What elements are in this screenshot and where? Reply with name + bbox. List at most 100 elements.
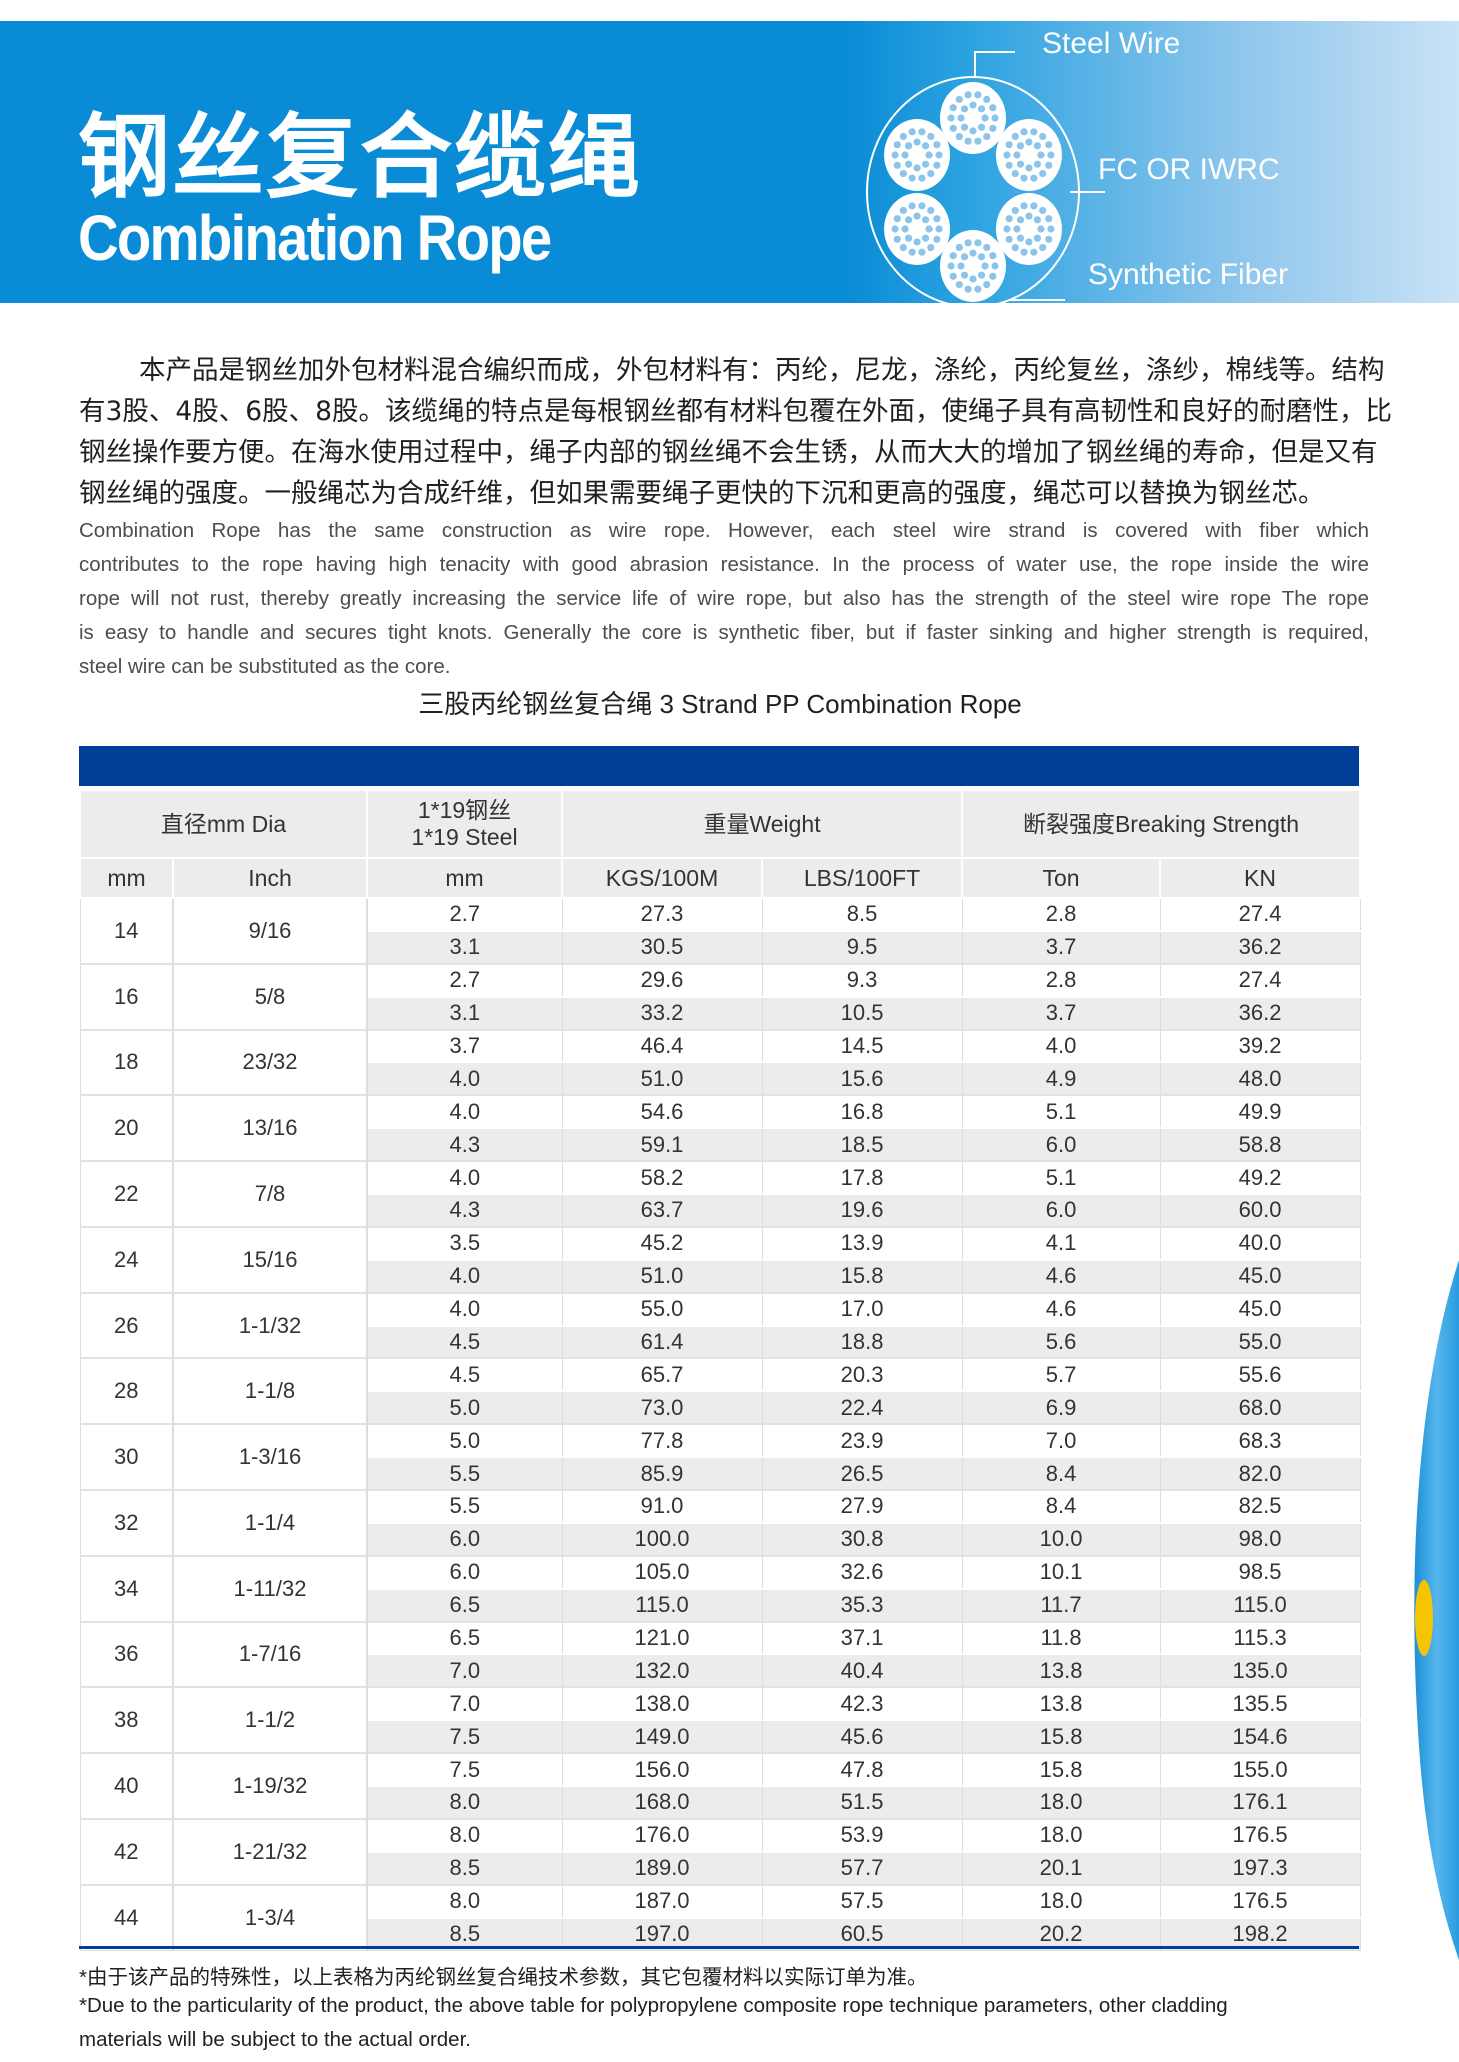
steel-mm-cell: 6.0: [366, 1521, 563, 1557]
wire: [1025, 164, 1033, 172]
table-row: 20 13/16 4.0 54.6 16.8 5.1 49.9: [79, 1094, 1361, 1162]
ton-cell: 2.8: [961, 897, 1161, 932]
dia-inch: 1-3/4: [172, 1883, 369, 1951]
wire: [949, 104, 957, 112]
kgs-100m-cell: 189.0: [561, 1850, 763, 1886]
wire: [977, 123, 986, 131]
kn-cell: 36.2: [1159, 929, 1361, 965]
table-row: 26 1-1/32 4.0 55.0 17.0 4.6 45.0: [79, 1291, 1361, 1359]
wire: [1045, 161, 1053, 169]
description: 本产品是钢丝加外包材料混合编织而成，外包材料有：丙纶，尼龙，涤纶，丙纶复丝，涤纱…: [79, 350, 1392, 720]
wire: [974, 137, 982, 145]
description-cn-line: 本产品是钢丝加外包材料混合编织而成，外包材料有：丙纶，尼龙，涤纶，丙纶复丝，涤纱…: [139, 355, 1385, 386]
lbs-100ft-cell: 23.9: [761, 1423, 963, 1458]
wire: [981, 114, 989, 122]
ton-cell: 3.7: [961, 929, 1161, 965]
kn-cell: 36.2: [1159, 995, 1361, 1031]
dia-mm: 16: [79, 962, 174, 1031]
wire: [921, 142, 930, 150]
wire: [1037, 225, 1045, 233]
wire: [913, 138, 921, 146]
steel-mm-cell: 4.0: [366, 1160, 563, 1195]
wire: [1013, 151, 1021, 159]
dia-mm: 34: [79, 1554, 174, 1623]
kn-cell: 58.8: [1159, 1127, 1361, 1162]
ton-cell: 20.2: [961, 1916, 1161, 1951]
kn-cell: 155.0: [1159, 1752, 1361, 1787]
wire: [1033, 234, 1042, 242]
ton-cell: 4.6: [961, 1258, 1161, 1294]
footnote-en-line2: materials will be subject to the actual …: [79, 2028, 471, 2051]
header-steel-cn: 1*19钢丝: [417, 797, 512, 823]
ton-cell: 15.8: [961, 1719, 1161, 1754]
header-strength: 断裂强度Breaking Strength: [961, 789, 1362, 859]
lbs-100ft-cell: 14.5: [761, 1028, 963, 1063]
unit-header: KGS/100M: [561, 857, 764, 899]
ton-cell: 5.1: [961, 1094, 1161, 1129]
wire: [921, 216, 930, 224]
dia-inch: 1-1/2: [172, 1686, 369, 1754]
wire: [927, 169, 935, 178]
ton-cell: 18.0: [961, 1785, 1161, 1820]
kn-cell: 98.5: [1159, 1554, 1361, 1590]
wire: [1016, 160, 1025, 168]
steel-mm-cell: 6.5: [366, 1620, 563, 1655]
table-row: 8.5 197.0 60.5 20.2 198.2: [80, 1916, 1361, 1951]
wire: [1045, 141, 1053, 149]
wire: [1011, 206, 1019, 215]
kn-cell: 39.2: [1159, 1028, 1361, 1063]
lbs-100ft-cell: 40.4: [761, 1653, 963, 1688]
wire: [899, 132, 907, 141]
kn-cell: 40.0: [1159, 1225, 1361, 1261]
dia-mm: 26: [79, 1291, 174, 1359]
ton-cell: 3.7: [961, 995, 1161, 1031]
wire: [1011, 169, 1019, 178]
steel-mm-cell: 5.5: [366, 1456, 563, 1491]
dia-mm: 36: [79, 1620, 174, 1688]
kn-cell: 82.5: [1159, 1489, 1361, 1524]
steel-mm-cell: 3.5: [366, 1225, 563, 1261]
label-synthetic-fiber: Synthetic Fiber: [1088, 258, 1289, 291]
steel-mm-cell: 3.1: [366, 995, 563, 1031]
steel-mm-cell: 4.0: [366, 1094, 563, 1129]
wire: [977, 253, 986, 261]
wire: [1039, 132, 1047, 141]
wire: [1005, 161, 1013, 169]
wire: [960, 123, 969, 131]
wire: [1033, 216, 1042, 224]
wire: [957, 114, 965, 122]
wire: [1013, 225, 1021, 233]
steel-mm-cell: 6.0: [366, 1554, 563, 1590]
wire: [921, 234, 930, 242]
steel-mm-cell: 7.0: [366, 1686, 563, 1721]
wire: [913, 238, 921, 246]
table-row: 22 7/8 4.0 58.2 17.8 5.1 49.2: [79, 1160, 1361, 1228]
steel-mm-cell: 8.5: [366, 1850, 563, 1886]
kgs-100m-cell: 121.0: [561, 1620, 763, 1655]
unit-header: KN: [1159, 857, 1362, 899]
lbs-100ft-cell: 15.8: [761, 1258, 963, 1294]
wire: [983, 132, 991, 141]
kn-cell: 60.0: [1159, 1193, 1361, 1228]
wire: [964, 137, 972, 145]
wire: [983, 243, 991, 252]
lbs-100ft-cell: 20.3: [761, 1357, 963, 1392]
kn-cell: 82.0: [1159, 1456, 1361, 1491]
steel-mm-cell: 5.0: [366, 1423, 563, 1458]
specification-table: 直径mm Dia 1*19钢丝 1*19 Steel 重量Weight 断裂强度B…: [78, 789, 1362, 1951]
kgs-100m-cell: 51.0: [561, 1258, 763, 1294]
kgs-100m-cell: 176.0: [561, 1817, 763, 1853]
steel-mm-cell: 8.0: [366, 1785, 563, 1820]
wire: [955, 95, 963, 104]
wire: [983, 280, 991, 289]
steel-mm-cell: 8.5: [366, 1916, 563, 1951]
dia-inch: 13/16: [172, 1094, 369, 1162]
wire: [899, 169, 907, 178]
wire: [904, 142, 913, 150]
lbs-100ft-cell: 27.9: [761, 1489, 963, 1524]
wire: [1003, 225, 1011, 233]
table-row: 38 1-1/2 7.0 138.0 42.3 13.8 135.5: [79, 1686, 1361, 1754]
unit-header: LBS/100FT: [761, 857, 964, 899]
wire: [908, 174, 916, 182]
kgs-100m-cell: 55.0: [561, 1291, 763, 1327]
